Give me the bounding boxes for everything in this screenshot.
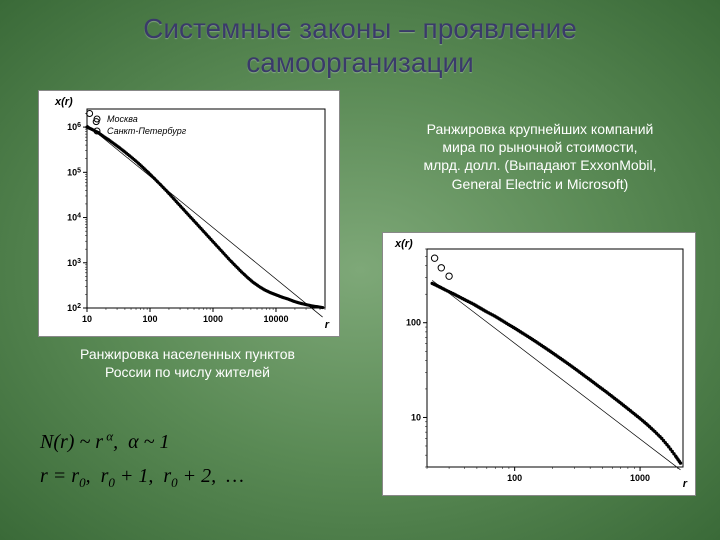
formula-line2: r = r0, r0 + 1, r0 + 2, … — [40, 459, 244, 494]
svg-text:103: 103 — [67, 257, 81, 268]
svg-text:x(r): x(r) — [54, 96, 73, 108]
caption-companies: Ранжировка крупнейших компаний мира по р… — [400, 120, 680, 193]
formula-block: N(r) ~ r α, α ~ 1 r = r0, r0 + 1, r0 + 2… — [40, 425, 244, 494]
svg-text:105: 105 — [67, 167, 81, 178]
svg-text:100: 100 — [507, 473, 522, 483]
svg-text:10: 10 — [82, 314, 92, 324]
svg-text:x(r): x(r) — [394, 238, 413, 250]
chart-companies: 100 1000 10 100 x(r) r — [382, 232, 696, 496]
svg-text:1000: 1000 — [630, 473, 650, 483]
svg-text:104: 104 — [67, 212, 81, 223]
svg-text:102: 102 — [67, 303, 81, 314]
caption1-line1: Ранжировка населенных пунктов — [80, 346, 295, 362]
svg-text:10000: 10000 — [263, 314, 288, 324]
page-title: Системные законы – проявление самооргани… — [0, 12, 720, 79]
svg-text:r: r — [325, 319, 330, 331]
caption1-line2: России по числу жителей — [105, 364, 270, 380]
svg-text:10: 10 — [411, 412, 421, 422]
svg-text:Москва: Москва — [107, 114, 138, 124]
title-line-2: самоорганизации — [246, 47, 474, 78]
svg-text:100: 100 — [142, 314, 157, 324]
caption2-line4: General Electric и Microsoft) — [452, 176, 629, 192]
svg-text:100: 100 — [406, 318, 421, 328]
svg-text:1000: 1000 — [203, 314, 223, 324]
caption-cities: Ранжировка населенных пунктов России по … — [65, 345, 310, 381]
svg-text:r: r — [683, 478, 688, 490]
caption2-line1: Ранжировка крупнейших компаний — [427, 121, 654, 137]
svg-text:106: 106 — [67, 122, 81, 133]
chart-cities: 10 100 1000 10000 102 103 104 105 106 x(r) r Москва… — [38, 90, 340, 337]
caption2-line2: мира по рыночной стоимости, — [442, 139, 637, 155]
title-line-1: Системные законы – проявление — [143, 13, 577, 44]
caption2-line3: млрд. долл. (Выпадают ExxonMobil, — [423, 157, 656, 173]
formula-line1: N(r) ~ r α, α ~ 1 — [40, 425, 244, 459]
svg-text:Санкт-Петербург: Санкт-Петербург — [107, 126, 187, 136]
